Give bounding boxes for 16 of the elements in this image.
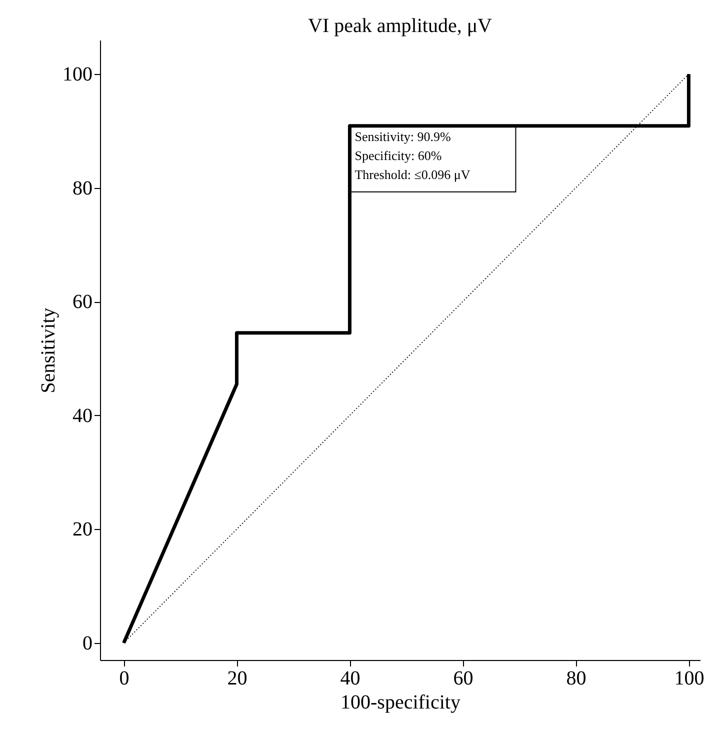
y-tick-label: 20 [72, 518, 92, 541]
x-tick-label: 0 [119, 668, 130, 690]
x-tick-label: 80 [566, 668, 586, 690]
x-tick-label: 20 [227, 668, 248, 690]
y-tick-label: 80 [72, 177, 92, 200]
x-axis-title: 100-specificity [340, 692, 460, 714]
annotation: Sensitivity: 90.9% Specificity: 60% Threshold: ≤0.096 μV [354, 128, 471, 182]
y-tick-label: 60 [72, 291, 92, 314]
x-tick-label: 40 [340, 668, 360, 690]
y-tick-label: 0 [82, 632, 92, 654]
y-tick-label: 100 [62, 64, 92, 86]
y-tick-label: 40 [72, 404, 92, 427]
y-axis-title: Sensitivity [38, 308, 60, 394]
chart-title: VI peak amplitude, μV [308, 15, 493, 37]
x-tick-label: 100 [674, 668, 704, 690]
x-tick-label: 60 [453, 668, 474, 690]
